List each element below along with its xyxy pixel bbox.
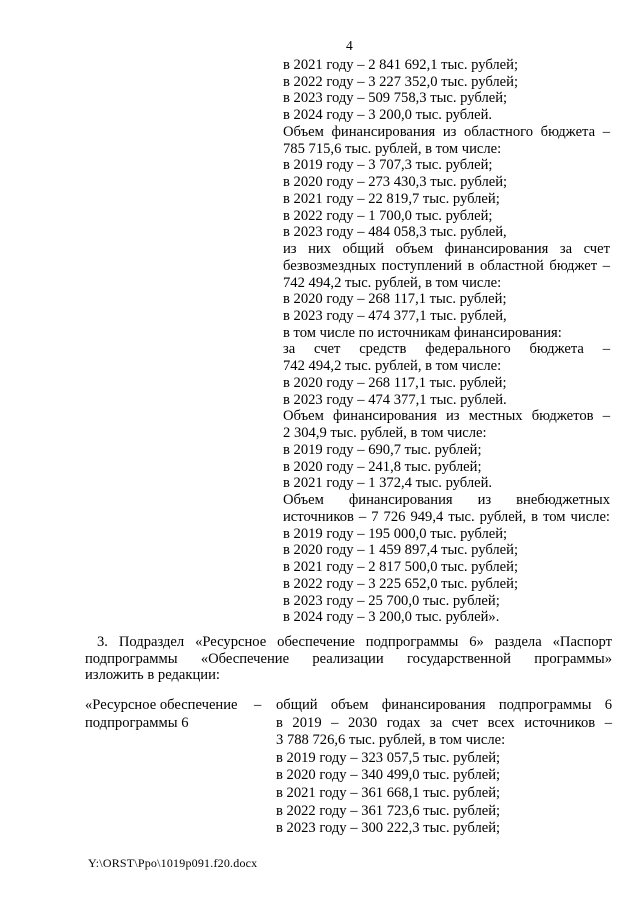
budget-line: в 2023 году – 474 377,1 тыс. рублей,	[283, 308, 507, 325]
resource-label-line: подпрограммы 6	[85, 714, 189, 731]
budget-line: в 2023 году – 509 758,3 тыс. рублей;	[283, 90, 508, 107]
budget-line: в 2019 году – 690,7 тыс. рублей;	[283, 441, 482, 458]
budget-line: в 2020 году – 241,8 тыс. рублей;	[283, 458, 482, 475]
budget-line: в 2021 году – 2 817 500,0 тыс. рублей;	[283, 559, 519, 576]
budget-line: Объем финансирования из областного бюдже…	[283, 123, 610, 140]
resource-support-values: общий объем финансирования подпрограммы …	[276, 697, 612, 838]
resource-value-line: в 2019 году – 323 057,5 тыс. рублей;	[276, 749, 501, 766]
paragraph-line: 3. Подраздел «Ресурсное обеспечение подп…	[97, 634, 612, 650]
resource-value-line: общий объем финансирования подпрограммы …	[276, 697, 612, 713]
resource-label-line: «Ресурсное обеспечение	[85, 697, 238, 713]
budget-amounts-block: в 2021 году – 2 841 692,1 тыс. рублей; в …	[283, 57, 610, 626]
page-number: 4	[346, 38, 353, 53]
budget-line: в 2021 году – 2 841 692,1 тыс. рублей;	[283, 57, 519, 73]
budget-line: в 2019 году – 3 707,3 тыс. рублей;	[283, 157, 493, 174]
paragraph-line: изложить в редакции:	[85, 667, 220, 684]
budget-line: в 2022 году – 1 700,0 тыс. рублей;	[283, 207, 493, 224]
budget-line: в 2022 году – 3 227 352,0 тыс. рублей;	[283, 73, 519, 90]
budget-line: в 2024 году – 3 200,0 тыс. рублей».	[283, 609, 500, 626]
budget-line: в 2023 году – 25 700,0 тыс. рублей;	[283, 592, 500, 609]
budget-line: 742 494,2 тыс. рублей, в том числе:	[283, 358, 502, 375]
budget-line: в 2020 году – 268 117,1 тыс. рублей;	[283, 374, 507, 391]
resource-value-line: в 2023 году – 300 222,3 тыс. рублей;	[276, 820, 501, 837]
column-separator-dash: –	[254, 697, 262, 713]
resource-value-line: в 2019 – 2030 годах за счет всех источни…	[276, 714, 612, 731]
resource-value-line: в 2020 году – 340 499,0 тыс. рублей;	[276, 767, 501, 784]
budget-line: за счет средств федерального бюджета –	[283, 341, 610, 358]
budget-line: в 2021 году – 22 819,7 тыс. рублей;	[283, 190, 500, 207]
budget-line: в 2024 году – 3 200,0 тыс. рублей.	[283, 107, 493, 124]
budget-line: источников – 7 726 949,4 тыс. рублей, в …	[283, 508, 610, 525]
amendment-paragraph: 3. Подраздел «Ресурсное обеспечение подп…	[85, 634, 612, 684]
budget-line: в 2023 году – 474 377,1 тыс. рублей.	[283, 391, 507, 408]
budget-line: в 2022 году – 3 225 652,0 тыс. рублей;	[283, 575, 519, 592]
budget-line: 742 494,2 тыс. рублей, в том числе:	[283, 274, 502, 291]
budget-line: 2 304,9 тыс. рублей, в том числе:	[283, 425, 487, 442]
footer-file-path: Y:\ORST\Ppo\1019p091.f20.docx	[88, 856, 258, 870]
budget-line: в 2021 году – 1 372,4 тыс. рублей.	[283, 475, 493, 492]
resource-value-line: в 2021 году – 361 668,1 тыс. рублей;	[276, 784, 501, 801]
resource-value-line: в 2022 году – 361 723,6 тыс. рублей;	[276, 802, 501, 819]
budget-line: в 2019 году – 195 000,0 тыс. рублей;	[283, 525, 508, 542]
budget-line: в 2020 году – 268 117,1 тыс. рублей;	[283, 291, 507, 308]
budget-line: в том числе по источникам финансирования…	[283, 324, 562, 341]
resource-value-line: 3 788 726,6 тыс. рублей, в том числе:	[276, 732, 506, 749]
budget-line: в 2020 году – 1 459 897,4 тыс. рублей;	[283, 542, 519, 559]
budget-line: 785 715,6 тыс. рублей, в том числе:	[283, 140, 502, 157]
budget-line: Объем финансирования из местных бюджетов…	[283, 408, 610, 425]
budget-line: в 2023 году – 484 058,3 тыс. рублей,	[283, 224, 507, 241]
paragraph-line: подпрограммы «Обеспечение реализации гос…	[85, 650, 612, 667]
budget-line: в 2020 году – 273 430,3 тыс. рублей;	[283, 174, 508, 191]
budget-line: безвозмездных поступлений в областной бю…	[283, 257, 610, 274]
resource-support-label: «Ресурсное обеспечение подпрограммы 6	[85, 697, 257, 732]
budget-line: Объем финансирования из внебюджетных	[283, 492, 610, 509]
budget-line: из них общий объем финансирования за сче…	[283, 241, 610, 258]
